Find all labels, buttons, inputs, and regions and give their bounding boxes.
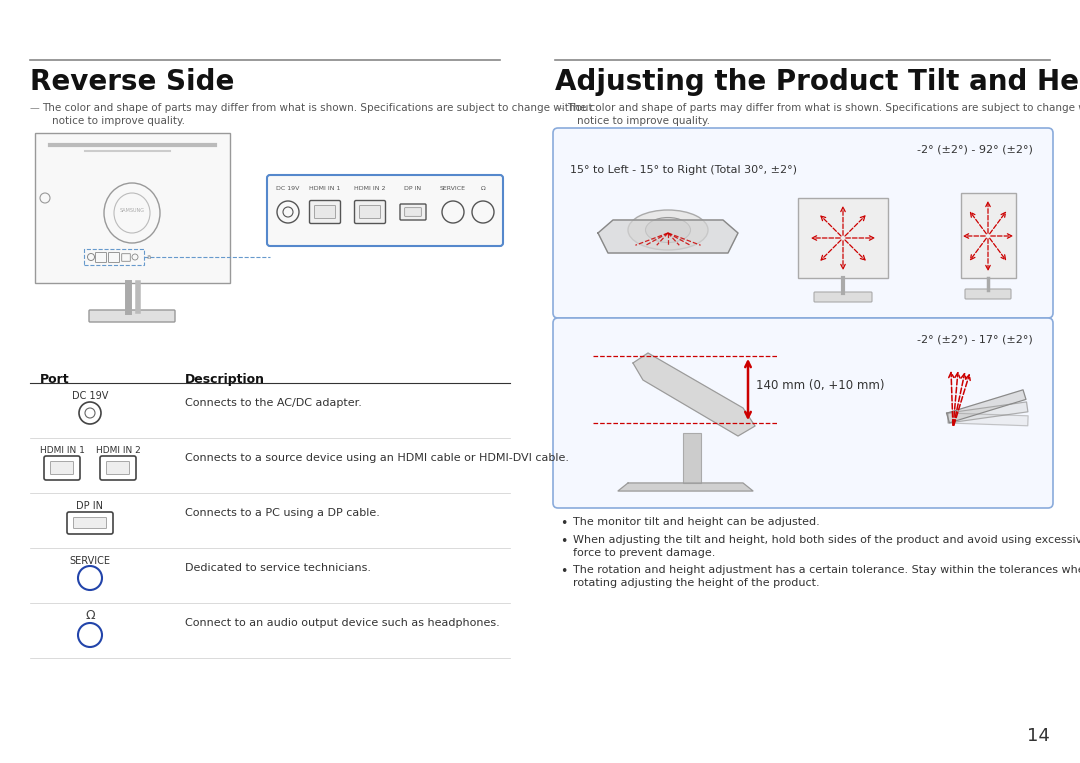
Text: The monitor tilt and height can be adjusted.: The monitor tilt and height can be adjus… xyxy=(573,517,820,527)
Polygon shape xyxy=(633,353,755,436)
FancyBboxPatch shape xyxy=(107,462,130,475)
Text: SERVICE: SERVICE xyxy=(69,556,110,566)
Text: 15° to Left - 15° to Right (Total 30°, ±2°): 15° to Left - 15° to Right (Total 30°, ±… xyxy=(570,165,797,175)
Text: -2° (±2°) - 17° (±2°): -2° (±2°) - 17° (±2°) xyxy=(917,335,1032,345)
Text: DP IN: DP IN xyxy=(77,501,104,511)
Text: When adjusting the tilt and height, hold both sides of the product and avoid usi: When adjusting the tilt and height, hold… xyxy=(573,535,1080,545)
Text: 140 mm (0, +10 mm): 140 mm (0, +10 mm) xyxy=(756,379,885,392)
Ellipse shape xyxy=(646,217,690,243)
Text: HDMI IN 1: HDMI IN 1 xyxy=(40,446,84,455)
FancyBboxPatch shape xyxy=(553,318,1053,508)
Text: Connects to a source device using an HDMI cable or HDMI-DVI cable.: Connects to a source device using an HDM… xyxy=(185,453,569,463)
Text: •: • xyxy=(561,535,567,548)
Text: Description: Description xyxy=(185,373,265,386)
Text: Port: Port xyxy=(40,373,69,386)
FancyBboxPatch shape xyxy=(35,133,230,283)
Text: SAMSUNG: SAMSUNG xyxy=(120,208,145,213)
FancyBboxPatch shape xyxy=(405,208,421,216)
Text: 14: 14 xyxy=(1027,727,1050,745)
Text: The rotation and height adjustment has a certain tolerance. Stay within the tole: The rotation and height adjustment has a… xyxy=(573,565,1080,575)
Text: Dedicated to service technicians.: Dedicated to service technicians. xyxy=(185,563,372,573)
FancyBboxPatch shape xyxy=(798,198,888,278)
Text: a: a xyxy=(147,254,151,260)
Polygon shape xyxy=(948,413,1028,426)
Text: force to prevent damage.: force to prevent damage. xyxy=(573,548,715,558)
FancyBboxPatch shape xyxy=(814,292,872,302)
Text: -2° (±2°) - 92° (±2°): -2° (±2°) - 92° (±2°) xyxy=(917,145,1032,155)
FancyBboxPatch shape xyxy=(44,456,80,480)
Polygon shape xyxy=(946,390,1026,423)
Text: Ω: Ω xyxy=(481,186,485,191)
Text: Connects to a PC using a DP cable.: Connects to a PC using a DP cable. xyxy=(185,508,380,518)
Text: HDMI IN 2: HDMI IN 2 xyxy=(354,186,386,191)
FancyBboxPatch shape xyxy=(400,204,426,220)
FancyBboxPatch shape xyxy=(553,128,1053,318)
Text: rotating adjusting the height of the product.: rotating adjusting the height of the pro… xyxy=(573,578,820,588)
Text: DC 19V: DC 19V xyxy=(276,186,299,191)
Text: Connect to an audio output device such as headphones.: Connect to an audio output device such a… xyxy=(185,618,500,628)
Text: The color and shape of parts may differ from what is shown. Specifications are s: The color and shape of parts may differ … xyxy=(567,103,1080,113)
FancyBboxPatch shape xyxy=(354,201,386,224)
Text: •: • xyxy=(561,565,567,578)
Polygon shape xyxy=(618,483,753,491)
Ellipse shape xyxy=(627,210,708,250)
Text: The color and shape of parts may differ from what is shown. Specifications are s: The color and shape of parts may differ … xyxy=(42,103,593,113)
Text: —: — xyxy=(30,103,40,113)
Text: —: — xyxy=(555,103,565,113)
FancyBboxPatch shape xyxy=(310,201,340,224)
FancyBboxPatch shape xyxy=(683,433,701,483)
Text: SERVICE: SERVICE xyxy=(440,186,465,191)
FancyBboxPatch shape xyxy=(966,289,1011,299)
Text: HDMI IN 2: HDMI IN 2 xyxy=(96,446,140,455)
Text: notice to improve quality.: notice to improve quality. xyxy=(52,116,185,126)
FancyBboxPatch shape xyxy=(73,517,107,529)
Text: DP IN: DP IN xyxy=(404,186,421,191)
FancyBboxPatch shape xyxy=(51,462,73,475)
FancyBboxPatch shape xyxy=(360,205,380,218)
Text: Reverse Side: Reverse Side xyxy=(30,68,234,96)
Text: Ω: Ω xyxy=(85,609,95,622)
Text: DC 19V: DC 19V xyxy=(71,391,108,401)
FancyBboxPatch shape xyxy=(267,175,503,246)
FancyBboxPatch shape xyxy=(67,512,113,534)
Polygon shape xyxy=(947,402,1028,423)
FancyBboxPatch shape xyxy=(961,193,1016,278)
FancyBboxPatch shape xyxy=(89,310,175,322)
Text: HDMI IN 1: HDMI IN 1 xyxy=(309,186,340,191)
Text: notice to improve quality.: notice to improve quality. xyxy=(577,116,710,126)
Polygon shape xyxy=(598,220,738,253)
FancyBboxPatch shape xyxy=(100,456,136,480)
Text: Adjusting the Product Tilt and Height: Adjusting the Product Tilt and Height xyxy=(555,68,1080,96)
FancyBboxPatch shape xyxy=(314,205,336,218)
Text: Connects to the AC/DC adapter.: Connects to the AC/DC adapter. xyxy=(185,398,362,408)
Text: •: • xyxy=(561,517,567,530)
